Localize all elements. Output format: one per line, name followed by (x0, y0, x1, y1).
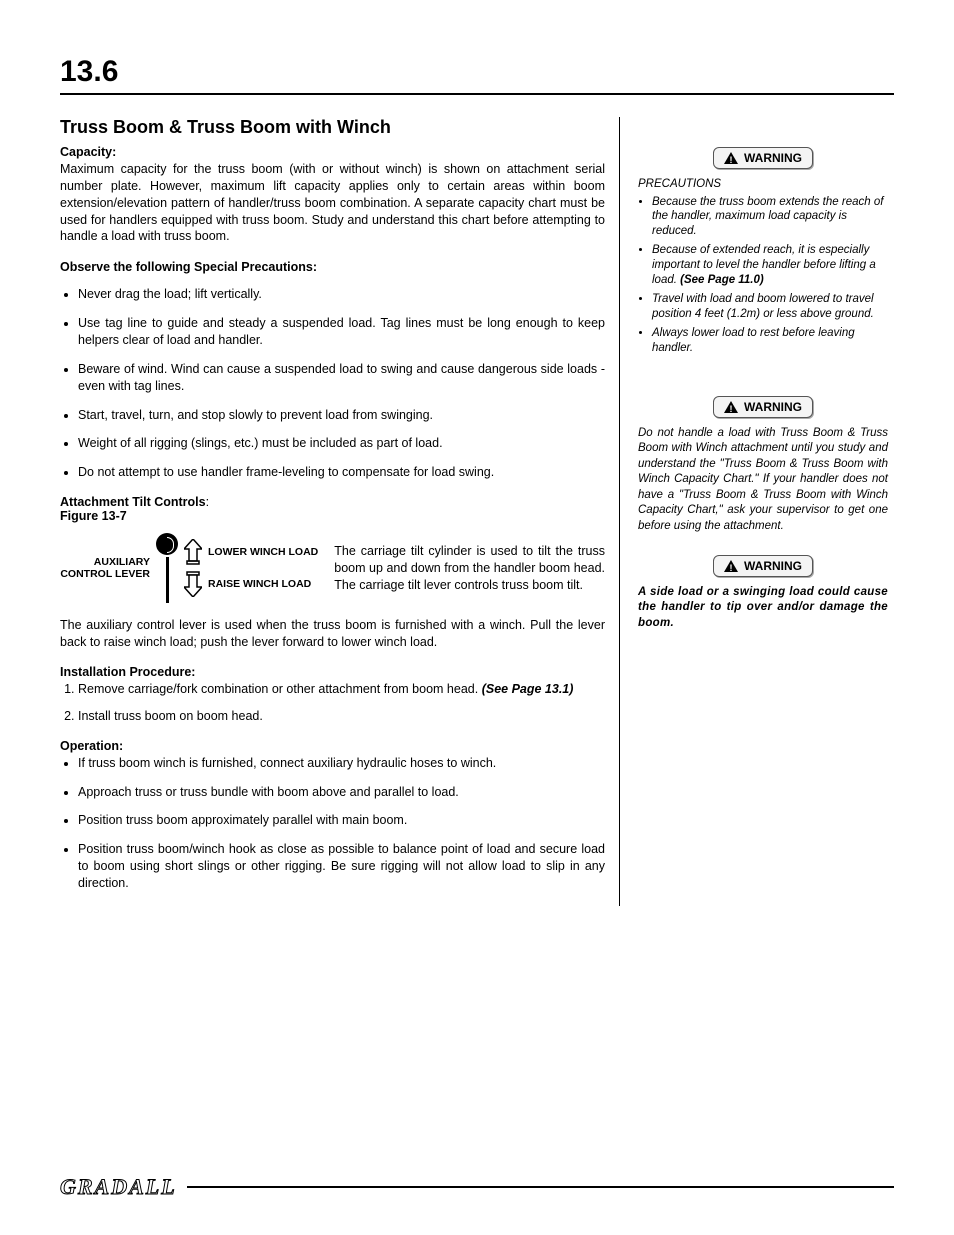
footer-rule (187, 1186, 894, 1188)
warning-badge-wrap: ! WARNING (638, 147, 888, 169)
list-item: Approach truss or truss bundle with boom… (78, 784, 605, 801)
lever-graphic (156, 533, 178, 603)
aux-lever-text: The auxiliary control lever is used when… (60, 617, 605, 651)
aux-lever-label: AUXILIARY CONTROL LEVER (60, 556, 150, 581)
content-columns: Truss Boom & Truss Boom with Winch Capac… (60, 117, 894, 906)
lower-winch-label: LOWER WINCH LOAD (208, 546, 318, 558)
svg-text:!: ! (730, 155, 733, 164)
capacity-text: Maximum capacity for the truss boom (wit… (60, 161, 605, 245)
warning-label: WARNING (744, 559, 802, 573)
install-steps: Remove carriage/fork combination or othe… (60, 681, 605, 725)
operation-list: If truss boom winch is furnished, connec… (60, 755, 605, 892)
list-item: Position truss boom/winch hook as close … (78, 841, 605, 892)
page-number: 13.6 (60, 55, 894, 95)
side-precautions-list: Because the truss boom extends the reach… (638, 195, 888, 356)
list-item: Do not attempt to use handler frame-leve… (78, 464, 605, 481)
bullet-text: Always lower load to rest before leaving… (652, 327, 855, 354)
warning-label: WARNING (744, 151, 802, 165)
tilt-text: The carriage tilt cylinder is used to ti… (334, 543, 605, 594)
arrow-down-icon (184, 571, 202, 597)
list-item: Beware of wind. Wind can cause a suspend… (78, 361, 605, 395)
warning-badge-wrap: ! WARNING (638, 555, 888, 577)
lever-knob-icon (156, 533, 178, 555)
precautions-list: Never drag the load; lift vertically. Us… (60, 286, 605, 481)
list-item: Never drag the load; lift vertically. (78, 286, 605, 303)
list-item: Because the truss boom extends the reach… (652, 195, 888, 240)
bullet-text: Because the truss boom extends the reach… (652, 196, 883, 238)
figure-label: Figure 13-7 (60, 509, 127, 523)
install-heading: Installation Procedure: (60, 665, 605, 679)
list-item: Install truss boom on boom head. (78, 708, 605, 725)
warning-badge-wrap: ! WARNING (638, 396, 888, 418)
warning-badge: ! WARNING (713, 555, 813, 577)
arrow-labels: LOWER WINCH LOAD RAISE WINCH LOAD (184, 539, 318, 597)
install-step-text: Install truss boom on boom head. (78, 709, 263, 723)
page-ref: (See Page 13.1) (482, 682, 574, 696)
bullet-text: Travel with load and boom lowered to tra… (652, 293, 874, 320)
list-item: Travel with load and boom lowered to tra… (652, 292, 888, 322)
page-footer: GRADALL (60, 1174, 894, 1200)
list-item: Weight of all rigging (slings, etc.) mus… (78, 435, 605, 452)
capacity-paragraph: Capacity: Maximum capacity for the truss… (60, 144, 605, 245)
precautions-heading: Observe the following Special Precaution… (60, 259, 605, 276)
list-item: Use tag line to guide and steady a suspe… (78, 315, 605, 349)
precautions-subheading: PRECAUTIONS (638, 177, 888, 193)
raise-winch-label: RAISE WINCH LOAD (208, 578, 311, 590)
warning-triangle-icon: ! (724, 401, 738, 413)
page-ref: (See Page 11.0) (680, 274, 764, 286)
figure-13-7: AUXILIARY CONTROL LEVER LOWER WINCH LOAD… (60, 533, 605, 603)
svg-text:!: ! (730, 404, 733, 413)
warning-triangle-icon: ! (724, 560, 738, 572)
tilt-controls-heading: Attachment Tilt Controls: Figure 13-7 (60, 495, 605, 523)
list-item: Because of extended reach, it is especia… (652, 243, 888, 288)
list-item: If truss boom winch is furnished, connec… (78, 755, 605, 772)
warning-label: WARNING (744, 400, 802, 414)
arrow-up-icon (184, 539, 202, 565)
section-title: Truss Boom & Truss Boom with Winch (60, 117, 605, 138)
list-item: Remove carriage/fork combination or othe… (78, 681, 605, 698)
capacity-label: Capacity: (60, 145, 116, 159)
warning-badge: ! WARNING (713, 396, 813, 418)
install-step-text: Remove carriage/fork combination or othe… (78, 682, 478, 696)
warning-2-text: Do not handle a load with Truss Boom & T… (638, 426, 888, 535)
lever-stick-icon (166, 557, 169, 603)
main-column: Truss Boom & Truss Boom with Winch Capac… (60, 117, 620, 906)
list-item: Start, travel, turn, and stop slowly to … (78, 407, 605, 424)
operation-heading: Operation: (60, 739, 605, 753)
tilt-heading-text: Attachment Tilt Controls (60, 495, 206, 509)
svg-text:!: ! (730, 563, 733, 572)
warning-3-text: A side load or a swinging load could cau… (638, 585, 888, 632)
warning-triangle-icon: ! (724, 152, 738, 164)
list-item: Always lower load to rest before leaving… (652, 326, 888, 356)
lever-diagram: AUXILIARY CONTROL LEVER LOWER WINCH LOAD… (60, 533, 318, 603)
side-column: ! WARNING PRECAUTIONS Because the truss … (638, 117, 888, 906)
warning-badge: ! WARNING (713, 147, 813, 169)
gradall-logo: GRADALL (60, 1174, 177, 1200)
list-item: Position truss boom approximately parall… (78, 812, 605, 829)
